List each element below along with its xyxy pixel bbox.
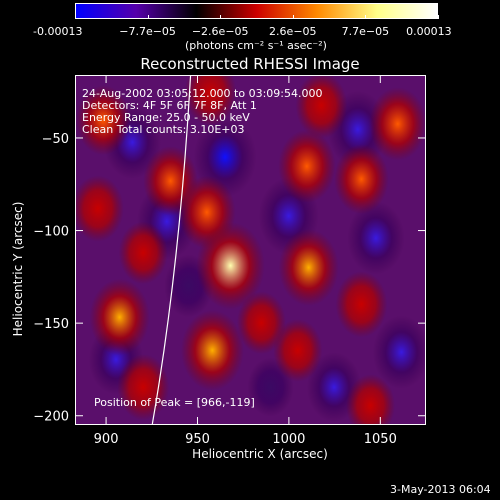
x-tick-label: 950 — [185, 432, 210, 447]
colorbar-tick-label: −7.7e−05 — [119, 25, 176, 38]
solar-limb-line — [151, 76, 192, 424]
annotation-clean-counts: Clean Total counts: 3.10E+03 — [82, 123, 245, 136]
positive-source-blob — [335, 271, 388, 338]
negative-source-blob — [347, 201, 405, 275]
colorbar-tick-mark — [220, 15, 222, 19]
colorbar-tick-mark — [147, 15, 149, 19]
annotation-energy-range: Energy Range: 25.0 - 50.0 keV — [82, 111, 250, 124]
colorbar-tick-mark — [75, 15, 76, 19]
positive-source-blob — [278, 229, 339, 306]
chart-title: Reconstructed RHESSI Image — [140, 55, 360, 73]
positive-source-blob — [345, 374, 395, 424]
y-tick-label: −200 — [33, 410, 69, 425]
positive-source-blob — [369, 87, 425, 161]
colorbar-tick-label: -0.00013 — [33, 25, 83, 38]
colorbar-units-label: (photons cm⁻² s⁻¹ asec⁻²) — [185, 39, 327, 52]
x-tick-label: 1050 — [364, 432, 397, 447]
x-tick-label: 900 — [94, 432, 119, 447]
positive-source-blob — [76, 85, 131, 156]
positive-source-blob — [273, 319, 323, 382]
heatmap-image — [76, 76, 425, 424]
positive-source-blob — [236, 291, 286, 355]
positive-source-blob — [89, 278, 150, 356]
positive-source-blob — [196, 221, 265, 310]
x-tick-label: 1000 — [272, 432, 305, 447]
y-axis-label: Heliocentric Y (arcsec) — [11, 201, 25, 337]
positive-source-blob — [334, 144, 389, 214]
annotation-peak-position: Position of Peak = [966,-119] — [94, 396, 255, 409]
positive-source-blob — [180, 310, 244, 391]
annotation-time-range: 24-Aug-2002 03:05:12.000 to 03:09:54.000 — [82, 87, 323, 100]
x-axis-label: Heliocentric X (arcsec) — [192, 447, 328, 461]
colorbar-tick-label: 7.7e−05 — [341, 25, 390, 38]
colorbar-tick-mark — [365, 15, 367, 19]
positive-source-blob — [118, 221, 168, 285]
positive-source-blob — [117, 354, 170, 421]
colorbar-tick-mark — [438, 15, 439, 19]
positive-source-blob — [76, 175, 124, 242]
footer-date: 3-May-2013 06:04 — [390, 483, 491, 496]
negative-source-blob — [372, 315, 425, 389]
colorbar-tick-label: 0.00013 — [406, 25, 452, 38]
annotation-detectors: Detectors: 4F 5F 6F 7F 8F, Att 1 — [82, 99, 257, 112]
positive-source-blob — [278, 129, 336, 203]
y-tick-label: −100 — [33, 225, 69, 240]
colorbar-tick-label: −2.6e−05 — [191, 25, 249, 38]
y-tick-label: −50 — [42, 132, 69, 147]
positive-source-blob — [184, 76, 237, 126]
colorbar-tick-label: 2.6e−05 — [269, 25, 317, 38]
y-tick-label: −150 — [33, 317, 69, 332]
positive-source-blob — [295, 76, 348, 139]
plot-area: 24-Aug-2002 03:05:12.000 to 03:09:54.000… — [75, 75, 426, 425]
colorbar — [75, 3, 438, 19]
colorbar-tick-mark — [292, 15, 294, 19]
